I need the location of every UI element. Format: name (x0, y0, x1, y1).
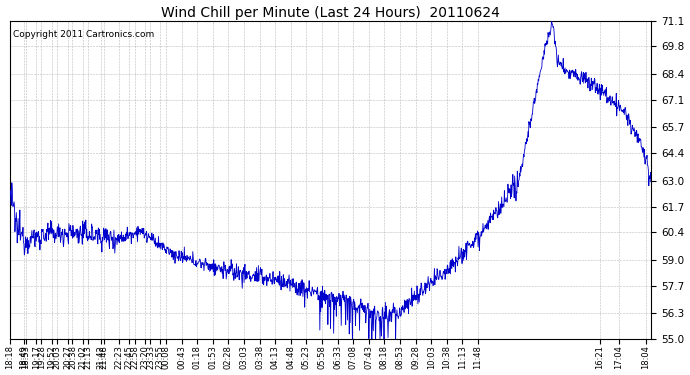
Text: Copyright 2011 Cartronics.com: Copyright 2011 Cartronics.com (13, 30, 155, 39)
Title: Wind Chill per Minute (Last 24 Hours)  20110624: Wind Chill per Minute (Last 24 Hours) 20… (161, 6, 500, 20)
